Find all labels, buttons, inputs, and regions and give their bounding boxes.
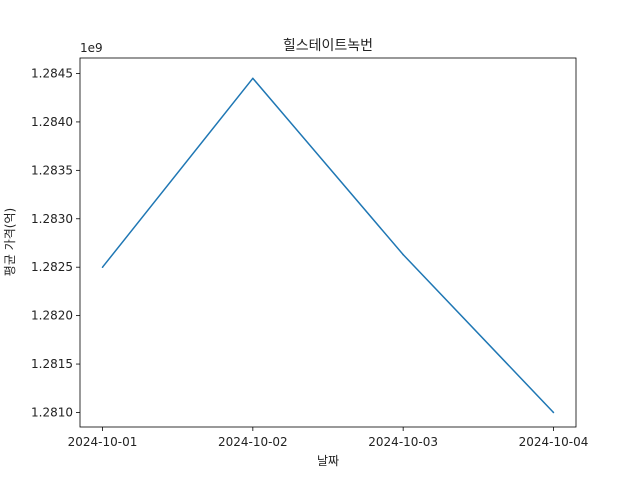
y-tick-label: 1.2825 <box>31 260 73 274</box>
data-point <box>101 266 104 268</box>
data-point <box>252 77 254 80</box>
series-line <box>101 77 555 413</box>
data-point <box>552 411 555 414</box>
chart-title: 힐스테이트녹번 <box>283 38 373 54</box>
y-axis-label: 평균 가격(억) <box>3 208 17 276</box>
plot-area <box>79 57 577 428</box>
x-axis-label: 날짜 <box>317 454 339 468</box>
x-tick-label: 2024-10-02 <box>218 435 288 449</box>
y-axis: 1.2810 1.2815 1.2820 1.2825 1.2830 1.2835 1.28… <box>31 66 80 419</box>
x-tick-label: 2024-10-03 <box>368 435 438 449</box>
y-tick-label: 1.2810 <box>31 405 73 419</box>
x-axis: 2024-10-01 2024-10-02 2024-10-03 2024-10-04 <box>68 427 589 449</box>
y-offset-text: 1e9 <box>80 41 103 55</box>
x-tick-label: 2024-10-04 <box>519 435 589 449</box>
y-tick-label: 1.2845 <box>31 66 73 80</box>
y-tick-label: 1.2830 <box>31 212 73 226</box>
x-tick-label: 2024-10-01 <box>68 435 138 449</box>
y-tick-label: 1.2840 <box>31 115 73 129</box>
y-tick-label: 1.2820 <box>31 309 73 323</box>
y-tick-label: 1.2815 <box>31 357 73 371</box>
y-tick-label: 1.2835 <box>31 163 73 177</box>
data-point <box>402 253 404 256</box>
series-group <box>101 77 555 414</box>
